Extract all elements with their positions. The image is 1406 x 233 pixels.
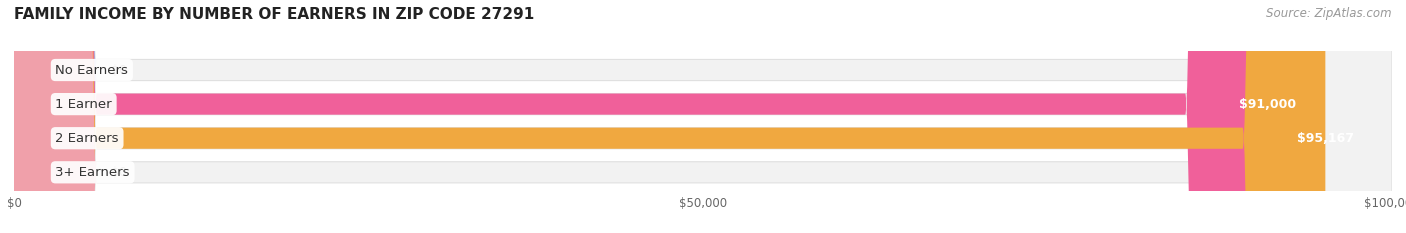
FancyBboxPatch shape bbox=[7, 0, 97, 233]
FancyBboxPatch shape bbox=[14, 0, 1392, 233]
FancyBboxPatch shape bbox=[14, 0, 1392, 233]
FancyBboxPatch shape bbox=[7, 0, 97, 233]
Text: $91,000: $91,000 bbox=[1239, 98, 1296, 111]
Text: 3+ Earners: 3+ Earners bbox=[55, 166, 129, 179]
Text: No Earners: No Earners bbox=[55, 64, 128, 76]
FancyBboxPatch shape bbox=[14, 0, 1392, 233]
Text: $95,167: $95,167 bbox=[1296, 132, 1354, 145]
Text: $0: $0 bbox=[111, 64, 127, 76]
FancyBboxPatch shape bbox=[14, 0, 1268, 233]
Text: 1 Earner: 1 Earner bbox=[55, 98, 112, 111]
FancyBboxPatch shape bbox=[14, 0, 1392, 233]
FancyBboxPatch shape bbox=[14, 0, 1326, 233]
Text: 2 Earners: 2 Earners bbox=[55, 132, 120, 145]
Text: $0: $0 bbox=[111, 166, 127, 179]
Text: Source: ZipAtlas.com: Source: ZipAtlas.com bbox=[1267, 7, 1392, 20]
Text: FAMILY INCOME BY NUMBER OF EARNERS IN ZIP CODE 27291: FAMILY INCOME BY NUMBER OF EARNERS IN ZI… bbox=[14, 7, 534, 22]
